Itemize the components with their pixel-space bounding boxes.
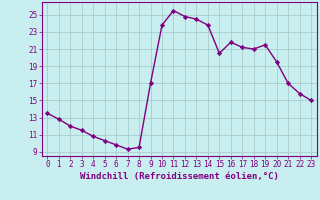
X-axis label: Windchill (Refroidissement éolien,°C): Windchill (Refroidissement éolien,°C): [80, 172, 279, 181]
